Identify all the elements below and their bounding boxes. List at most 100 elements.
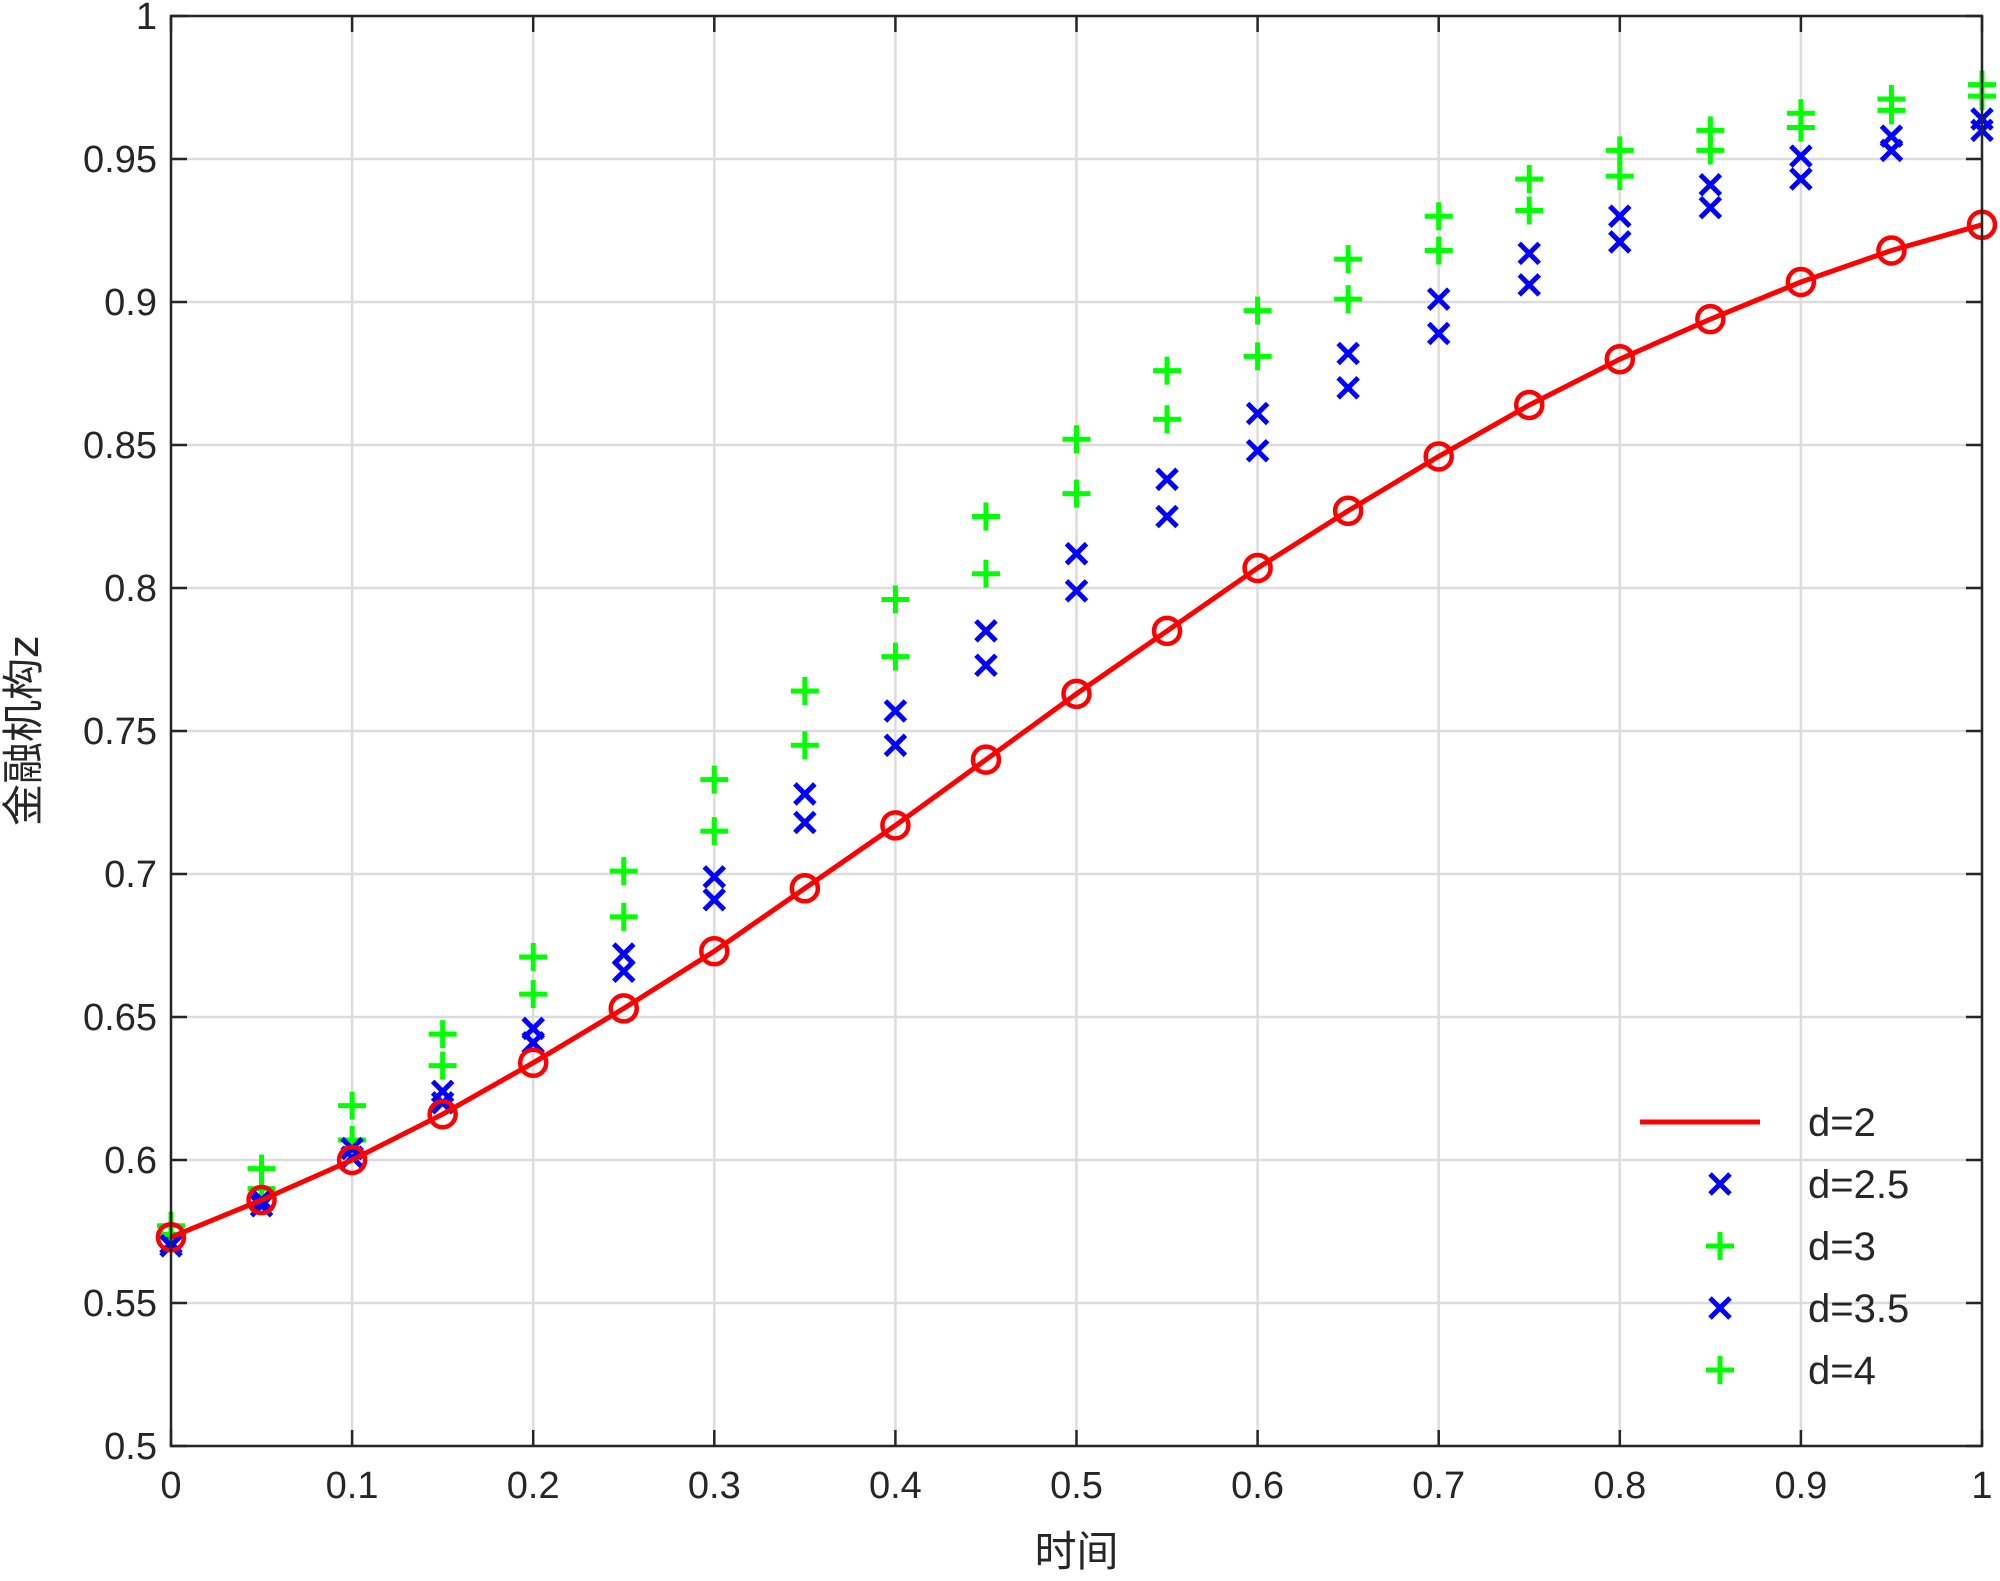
plus-marker bbox=[700, 817, 729, 846]
x-marker bbox=[611, 959, 636, 984]
x-tick-label: 0.5 bbox=[1050, 1465, 1103, 1507]
y-tick-label: 0.9 bbox=[104, 282, 157, 324]
circle-marker bbox=[427, 1098, 458, 1130]
plus-marker bbox=[1062, 479, 1091, 508]
circle-marker bbox=[699, 935, 730, 967]
x-marker bbox=[611, 942, 636, 966]
circle-marker bbox=[1332, 495, 1364, 527]
x-marker bbox=[974, 619, 998, 643]
circle-marker bbox=[517, 1047, 549, 1079]
x-tick-label: 0 bbox=[160, 1465, 181, 1507]
circle-marker bbox=[1876, 235, 1907, 266]
x-marker bbox=[1336, 376, 1360, 400]
plus-marker bbox=[881, 642, 910, 671]
plus-marker bbox=[700, 765, 729, 794]
plus-marker bbox=[1515, 165, 1544, 194]
series-d=2 bbox=[155, 209, 1998, 1253]
x-marker bbox=[1789, 167, 1813, 191]
circle-marker bbox=[789, 873, 821, 904]
plus-marker bbox=[1243, 342, 1272, 371]
circle-marker bbox=[1695, 303, 1726, 335]
circle-marker bbox=[1785, 266, 1817, 298]
plus-marker bbox=[790, 731, 819, 760]
legend-entry: d=2 bbox=[1640, 1101, 1876, 1145]
x-axis-label: 时间 bbox=[1034, 1527, 1118, 1576]
x-marker bbox=[1708, 1296, 1732, 1320]
x-marker bbox=[974, 653, 998, 677]
plus-marker bbox=[519, 980, 548, 1009]
y-tick-labels: 0.5 0.55 0.6 0.65 0.7 0.75 0.8 0.85 0.9 0.95 1 bbox=[83, 0, 157, 1468]
plus-marker bbox=[1334, 245, 1363, 274]
x-tick-label: 0.3 bbox=[688, 1465, 741, 1507]
x-marker bbox=[793, 810, 817, 835]
plus-marker bbox=[428, 1020, 457, 1049]
x-marker bbox=[702, 865, 727, 889]
plus-marker bbox=[790, 676, 819, 705]
x-tick-label: 0.7 bbox=[1412, 1465, 1465, 1507]
circle-marker bbox=[336, 1144, 368, 1176]
plus-marker bbox=[519, 942, 548, 971]
x-marker bbox=[1155, 504, 1179, 529]
x-marker bbox=[1426, 287, 1451, 311]
legend: d=2 d=2.5 d=3 d=3.5 d=4 bbox=[1640, 1101, 1909, 1393]
legend-entry: d=4 bbox=[1706, 1349, 1876, 1393]
plus-marker bbox=[881, 585, 910, 614]
legend-label: d=2 bbox=[1808, 1101, 1876, 1145]
x-marker bbox=[1155, 467, 1179, 492]
x-tick-label: 0.1 bbox=[326, 1465, 379, 1507]
plus-marker bbox=[1605, 136, 1634, 165]
legend-entry: d=2.5 bbox=[1708, 1163, 1909, 1207]
circle-marker bbox=[1242, 552, 1273, 584]
y-tick-label: 0.65 bbox=[83, 997, 157, 1039]
circle-marker bbox=[1423, 441, 1454, 472]
x-marker bbox=[1245, 438, 1270, 463]
x-tick-label: 1 bbox=[1971, 1465, 1992, 1507]
legend-entry: d=3 bbox=[1706, 1225, 1876, 1269]
circle-marker bbox=[970, 744, 1002, 775]
plus-marker bbox=[1153, 356, 1182, 385]
circle-marker bbox=[608, 993, 639, 1024]
x-tick-label: 0.2 bbox=[507, 1465, 560, 1507]
plus-marker bbox=[338, 1091, 367, 1120]
plus-marker bbox=[1334, 285, 1363, 314]
x-marker bbox=[1608, 204, 1632, 228]
legend-label: d=3 bbox=[1808, 1225, 1876, 1269]
x-marker bbox=[1336, 341, 1360, 366]
x-marker bbox=[1245, 401, 1270, 426]
y-tick-label: 0.85 bbox=[83, 425, 157, 467]
x-tick-label: 0.9 bbox=[1774, 1465, 1827, 1507]
y-tick-label: 0.6 bbox=[104, 1140, 157, 1182]
x-marker bbox=[1698, 195, 1723, 220]
circle-marker bbox=[1514, 389, 1545, 421]
y-tick-label: 0.5 bbox=[104, 1426, 157, 1468]
legend-entry: d=3.5 bbox=[1708, 1287, 1909, 1331]
y-tick-label: 0.55 bbox=[83, 1283, 157, 1325]
x-marker bbox=[521, 1016, 545, 1041]
plus-marker bbox=[1706, 1232, 1734, 1260]
plus-marker bbox=[609, 857, 638, 886]
tick-marks bbox=[169, 14, 1984, 1448]
circle-marker bbox=[1061, 678, 1092, 710]
x-tick-label: 0.6 bbox=[1231, 1465, 1284, 1507]
circle-marker bbox=[880, 810, 911, 841]
x-tick-labels: 0 0.1 0.2 0.3 0.4 0.5 0.6 0.7 0.8 0.9 1 bbox=[160, 1465, 1992, 1507]
plus-marker bbox=[609, 902, 638, 931]
y-tick-label: 0.95 bbox=[83, 139, 157, 181]
circle-marker bbox=[1151, 615, 1183, 647]
grid-lines bbox=[169, 14, 1984, 1448]
x-marker bbox=[702, 887, 727, 912]
x-marker bbox=[1517, 241, 1542, 266]
plus-marker bbox=[1153, 405, 1182, 434]
x-tick-label: 0.4 bbox=[869, 1465, 922, 1507]
legend-label: d=3.5 bbox=[1808, 1287, 1909, 1331]
plus-marker bbox=[1605, 162, 1634, 191]
circle-marker bbox=[246, 1184, 277, 1216]
legend-label: d=2.5 bbox=[1808, 1163, 1909, 1207]
y-tick-label: 0.75 bbox=[83, 711, 157, 753]
y-tick-label: 1 bbox=[136, 0, 157, 38]
y-axis-label: 金融机构z bbox=[0, 636, 48, 826]
circle-marker bbox=[1604, 343, 1636, 375]
x-marker bbox=[1426, 321, 1451, 346]
plus-marker bbox=[971, 559, 1000, 588]
